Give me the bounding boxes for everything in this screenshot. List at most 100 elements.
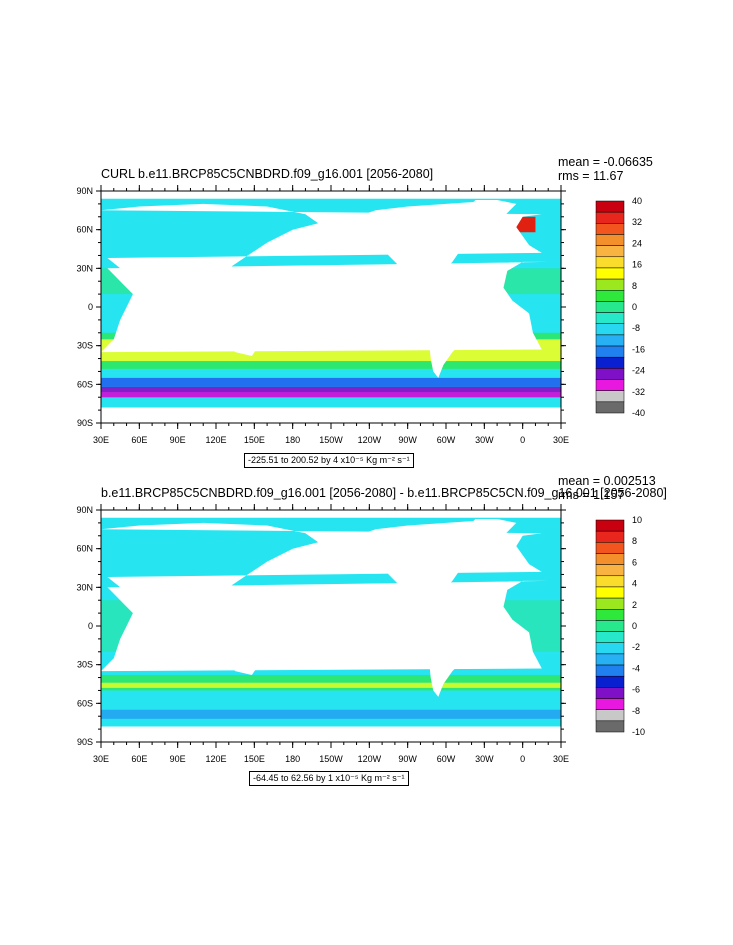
colorbar-label: -40 — [632, 408, 645, 418]
colorbar-segment — [595, 401, 625, 414]
colorbar-label: 0 — [632, 621, 637, 631]
lat-label: 0 — [88, 621, 93, 631]
lon-label: 180 — [285, 435, 300, 445]
colorbar-label: -8 — [632, 706, 640, 716]
mean-stat-bottom: mean = 0.002513 — [558, 474, 656, 488]
lon-label: 120W — [358, 754, 382, 764]
colorbar-label: 8 — [632, 536, 637, 546]
lat-label: 90N — [76, 505, 93, 515]
continent-greenland — [465, 200, 517, 230]
map-panel-top: 90N 60N 30N 0 30S 60S 90S 30E 60E 90E 120E 150E 180 1… — [0, 0, 733, 470]
colorbar-segment — [595, 720, 625, 733]
continent-eurasia — [101, 203, 542, 301]
colorbar-label: 2 — [632, 600, 637, 610]
colorbar-label: 24 — [632, 238, 642, 248]
colorbar-segment — [595, 620, 625, 632]
lat-label: 30N — [76, 582, 93, 592]
colorbar-segment — [595, 609, 625, 621]
continent-africa — [101, 261, 549, 353]
lon-label: 0 — [520, 435, 525, 445]
colorbar-label: -32 — [632, 387, 645, 397]
lon-label: 90W — [398, 435, 417, 445]
continent-greenland — [465, 519, 517, 549]
lat-label: 90S — [77, 418, 93, 428]
continent-australia — [222, 641, 268, 675]
colorbar-label: -6 — [632, 685, 640, 695]
lon-label: 120W — [358, 435, 382, 445]
contour-scale-bottom: -64.45 to 62.56 by 1 x10⁻⁵ Kg m⁻² s⁻¹ — [249, 771, 409, 786]
plot-title-top: CURL b.e11.BRCP85C5CNBDRD.f09_g16.001 [2… — [101, 167, 434, 181]
lat-label: 90S — [77, 737, 93, 747]
lon-label: 30W — [475, 754, 494, 764]
colorbar-segment — [595, 542, 625, 554]
lon-label: 120E — [205, 754, 226, 764]
colorbar-label: -10 — [632, 727, 645, 737]
colorbar-label: 0 — [632, 302, 637, 312]
colorbar-segment — [595, 642, 625, 655]
mean-stat-top: mean = -0.06635 — [558, 155, 653, 169]
colorbar-label: -8 — [632, 323, 640, 333]
lat-label: 30N — [76, 263, 93, 273]
lon-label: 60W — [437, 435, 456, 445]
lon-label: 60E — [131, 754, 147, 764]
colorbar-segment — [595, 653, 625, 666]
lon-label: 30W — [475, 435, 494, 445]
band-green-south — [101, 361, 561, 369]
plot-title-bottom: b.e11.BRCP85C5CNBDRD.f09_g16.001 [2056-2… — [101, 486, 667, 500]
colorbar-segment — [595, 575, 625, 588]
colorbar-segment — [595, 564, 625, 577]
colorbar-segment — [595, 519, 625, 532]
lon-label: 150W — [319, 435, 343, 445]
rms-stat-top: rms = 11.67 — [558, 169, 624, 183]
lon-label: 60E — [131, 435, 147, 445]
colorbar-segment — [595, 698, 625, 710]
lat-label: 60N — [76, 225, 93, 235]
continent-africa — [101, 580, 549, 672]
lon-label: 30E — [93, 435, 109, 445]
band-yellow — [101, 682, 561, 688]
continent-antarctica — [101, 726, 561, 742]
contour-scale-top: -225.51 to 200.52 by 4 x10⁻⁵ Kg m⁻² s⁻¹ — [244, 453, 414, 468]
colorbar-label: 16 — [632, 260, 642, 270]
colorbar-0: 40 32 24 16 8 0 -8 -16 -24 -32 -40 — [595, 196, 645, 418]
colorbar-label: -4 — [632, 663, 640, 673]
lon-label: 30E — [93, 754, 109, 764]
lat-label: 30S — [77, 660, 93, 670]
lon-label: 90E — [170, 754, 186, 764]
lon-label: 60W — [437, 754, 456, 764]
lon-label: 150E — [244, 435, 265, 445]
colorbar-segment — [595, 597, 625, 610]
colorbar-segment — [595, 553, 625, 565]
lon-label: 90E — [170, 435, 186, 445]
lat-label: 0 — [88, 302, 93, 312]
lon-label: 120E — [205, 435, 226, 445]
lon-label: 0 — [520, 754, 525, 764]
colorbar-label: -24 — [632, 366, 645, 376]
colorbar-segment — [595, 709, 625, 722]
colorbar-label: 32 — [632, 217, 642, 227]
colorbar-1: 10 8 6 4 2 0 -2 -4 -6 -8 -10 — [595, 515, 645, 737]
colorbar-label: 10 — [632, 515, 642, 525]
colorbar-segment — [595, 675, 625, 688]
colorbar-segment — [595, 631, 625, 643]
band-magenta — [101, 392, 561, 398]
lon-label: 90W — [398, 754, 417, 764]
band-purple — [101, 386, 561, 398]
lat-label: 60S — [77, 379, 93, 389]
continent-eurasia — [101, 522, 542, 620]
colorbar-label: 40 — [632, 196, 642, 206]
lat-label: 30S — [77, 341, 93, 351]
lon-label: 150E — [244, 754, 265, 764]
lon-label: 180 — [285, 754, 300, 764]
rms-stat-bottom: rms = 1.157 — [558, 488, 625, 502]
colorbar-segment — [595, 530, 625, 543]
continent-australia — [222, 322, 268, 356]
colorbar-label: 8 — [632, 281, 637, 291]
lon-label: 30E — [553, 435, 569, 445]
colorbar-segment — [595, 664, 625, 677]
colorbar-segment — [595, 586, 625, 599]
